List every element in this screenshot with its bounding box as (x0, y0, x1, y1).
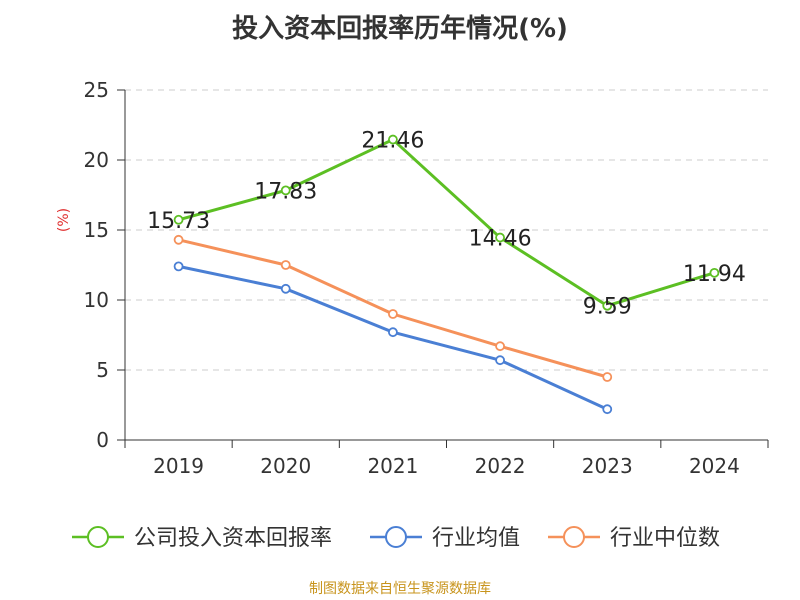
source-note: 制图数据来自恒生聚源数据库 (309, 581, 491, 597)
data-point (280, 260, 291, 270)
data-point (495, 341, 505, 352)
y-tick-label: 15 (84, 218, 109, 242)
data-label: 15.73 (147, 209, 210, 234)
series-line-0 (178, 138, 715, 308)
data-point (280, 283, 291, 294)
x-tick-label: 2019 (153, 454, 204, 478)
y-axis-label: (%) (56, 208, 72, 232)
legend-label: 公司投入资本回报率 (134, 526, 332, 551)
x-tick-label: 2021 (367, 454, 418, 478)
data-point (495, 232, 505, 243)
data-point (280, 185, 291, 196)
y-tick-label: 5 (96, 358, 109, 382)
data-labels: 15.73 17.83 21.46 14.46 9.59 11.94 (147, 129, 746, 320)
data-point (602, 372, 613, 382)
data-label: 17.83 (254, 179, 317, 204)
data-point (173, 214, 184, 225)
data-point (602, 404, 613, 415)
x-tick-label: 2024 (689, 454, 740, 478)
series-group (173, 134, 720, 415)
y-tick-label: 10 (84, 288, 109, 312)
data-point (709, 267, 720, 278)
data-label: 11.94 (683, 262, 746, 287)
y-tick-label: 25 (84, 78, 109, 102)
data-point (495, 355, 505, 366)
series-line-1 (178, 264, 608, 411)
data-label: 21.46 (361, 129, 424, 154)
grid-lines (125, 89, 768, 371)
x-tick-label: 2020 (260, 454, 311, 478)
y-tick-label: 0 (96, 428, 109, 452)
legend-label: 行业均值 (432, 526, 520, 551)
data-point (388, 327, 398, 338)
data-point (173, 261, 184, 272)
legend-swatch-marker (385, 526, 407, 548)
y-tick-label: 20 (84, 148, 109, 172)
data-point (388, 309, 398, 319)
legend-label: 行业中位数 (610, 526, 720, 551)
x-tick-label: 2023 (582, 454, 633, 478)
legend-swatch-marker (563, 526, 585, 548)
series-line-2 (178, 238, 608, 379)
data-point (173, 234, 184, 245)
data-point (388, 134, 398, 145)
axes: 0 5 10 15 20 25 2019 2020 2021 2022 2023 2024 (84, 78, 769, 478)
data-point (602, 300, 613, 311)
chart-title: 投入资本回报率历年情况(%) (232, 14, 568, 44)
data-label: 14.46 (469, 227, 532, 252)
x-tick-label: 2022 (475, 454, 526, 478)
legend: 公司投入资本回报率 行业均值 行业中位数 (72, 526, 720, 551)
data-label: 9.59 (583, 295, 632, 320)
legend-swatch-marker (87, 526, 109, 548)
